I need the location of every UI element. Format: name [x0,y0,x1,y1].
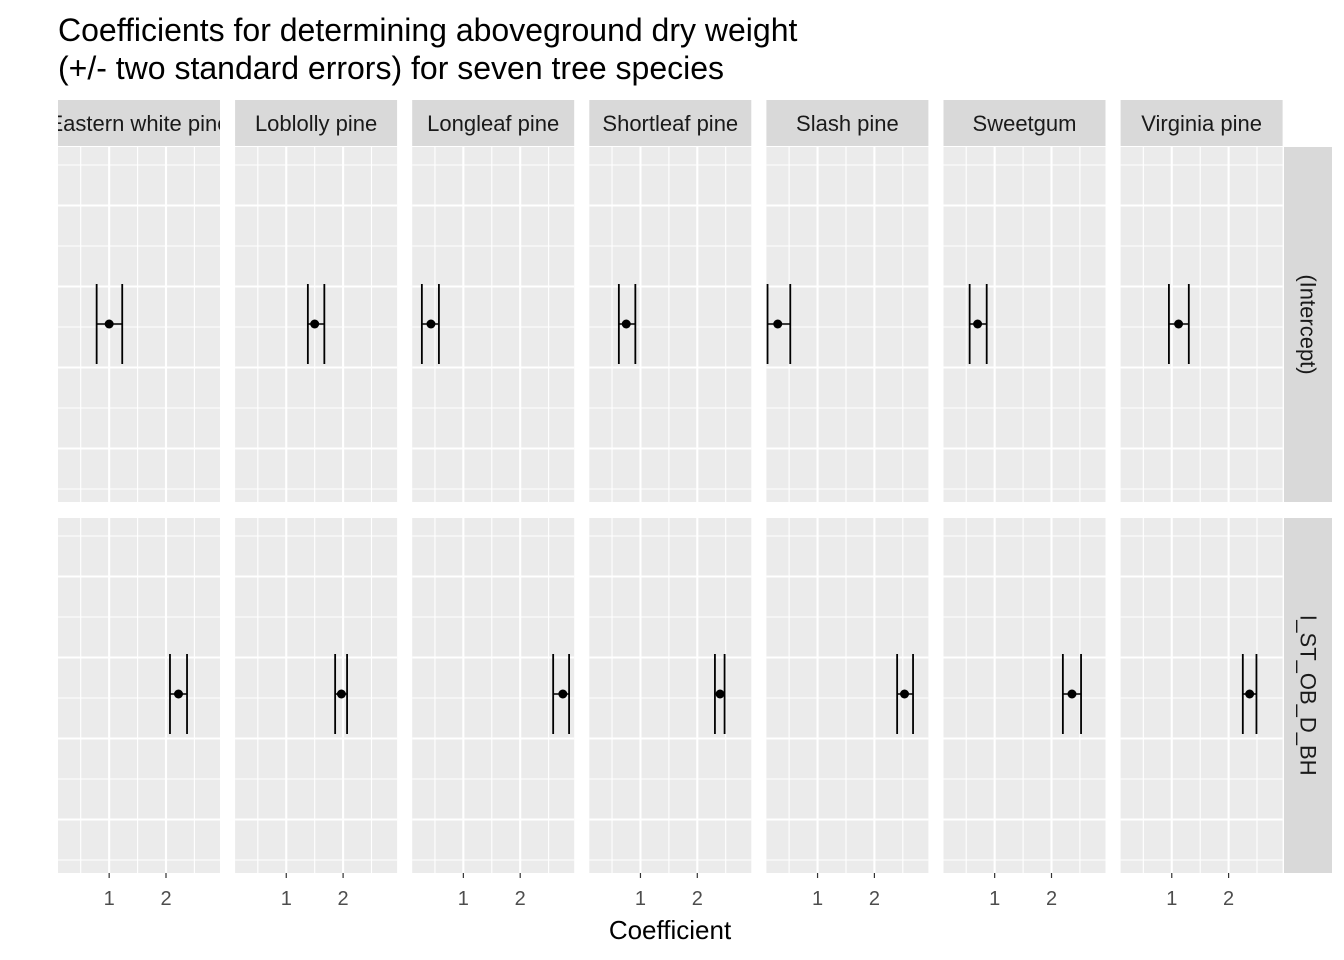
x-tick-label: 1 [1166,888,1177,910]
chart-title-line-2: (+/- two standard errors) for seven tree… [58,50,724,86]
estimate-point [900,689,910,699]
x-tick-label: 2 [869,888,880,910]
x-tick-label: 1 [281,888,292,910]
x-tick-label: 1 [635,888,646,910]
estimate-point [973,319,983,329]
estimate-point [1067,689,1077,699]
facet-panels: Eastern white pine 1 2 Loblolly pine 1 2 Longl… [49,100,1332,910]
x-tick-label: 1 [812,888,823,910]
estimate-point [621,319,631,329]
estimate-point [1174,319,1184,329]
estimate-point [310,319,320,329]
facet-strip [412,100,575,146]
facet-strip [235,100,398,146]
facet-strip [589,100,752,146]
facet-strip-label: Sweetgum [973,111,1077,136]
x-tick-label: 1 [104,888,115,910]
x-tick-label: 2 [515,888,526,910]
x-tick-label: 1 [989,888,1000,910]
facet-strip [766,100,929,146]
x-axis-title: Coefficient [609,915,732,945]
x-tick-label: 2 [692,888,703,910]
estimate-point [715,689,725,699]
facet-strip [943,100,1106,146]
x-tick-label: 2 [1046,888,1057,910]
row-strip [1284,518,1332,873]
facet-strip-label: Longleaf pine [427,111,559,136]
estimate-point [773,319,783,329]
chart-title-line-1: Coefficients for determining aboveground… [58,12,798,48]
estimate-point [426,319,436,329]
row-strip-label: (Intercept) [1296,274,1321,374]
estimate-point [104,319,114,329]
x-tick-label: 1 [458,888,469,910]
estimate-point [174,689,184,699]
facet-strip-label: Shortleaf pine [602,111,738,136]
row-strip-label: l_ST_OB_D_BH [1296,615,1321,775]
estimate-point [336,689,346,699]
facet-strip-label: Loblolly pine [255,111,377,136]
facet-strip-label: Slash pine [796,111,899,136]
estimate-point [558,689,568,699]
row-strip [1284,147,1332,502]
x-tick-label: 2 [1223,888,1234,910]
x-tick-label: 2 [160,888,171,910]
x-tick-label: 2 [338,888,349,910]
estimate-point [1245,689,1255,699]
facet-strip-label: Virginia pine [1141,111,1262,136]
facet-strip-label: Eastern white pine [49,111,230,136]
facet-strip [1120,100,1283,146]
facet-strip [58,100,220,146]
